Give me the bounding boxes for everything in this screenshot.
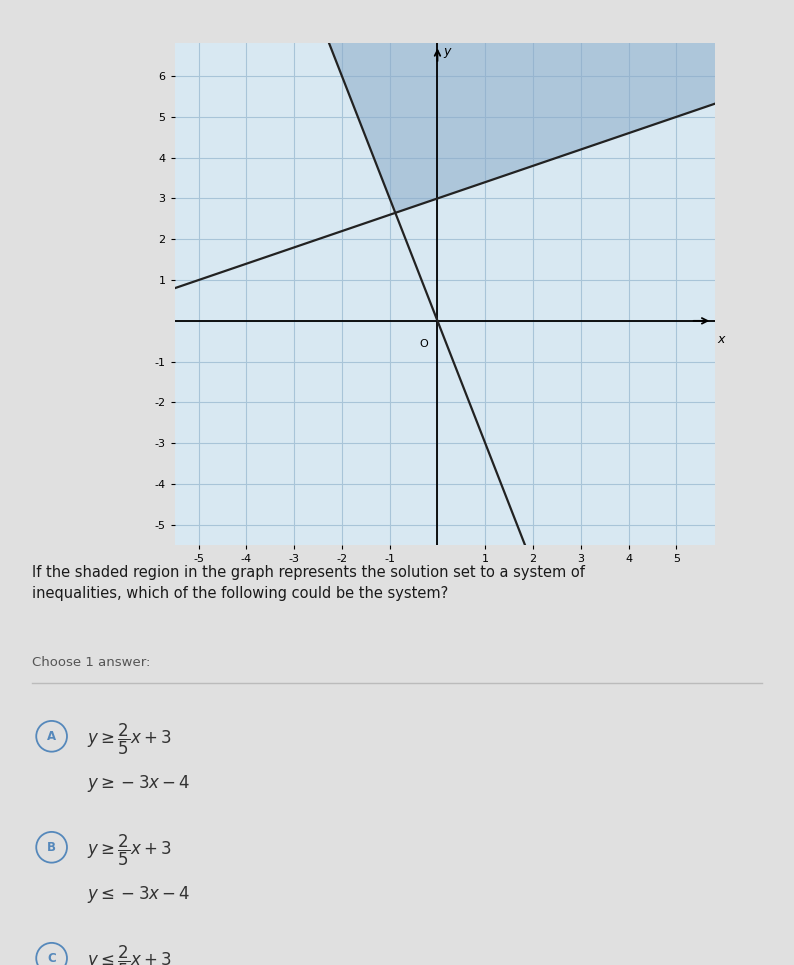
Text: $y \leq -3x - 4$: $y \leq -3x - 4$ xyxy=(87,884,191,905)
Text: $y \geq \dfrac{2}{5}x + 3$: $y \geq \dfrac{2}{5}x + 3$ xyxy=(87,833,172,868)
Text: A: A xyxy=(47,730,56,743)
Text: If the shaded region in the graph represents the solution set to a system of
ine: If the shaded region in the graph repres… xyxy=(32,565,584,600)
Text: B: B xyxy=(47,841,56,854)
Text: x: x xyxy=(717,333,724,345)
Text: Choose 1 answer:: Choose 1 answer: xyxy=(32,656,150,669)
Text: $y \geq \dfrac{2}{5}x + 3$: $y \geq \dfrac{2}{5}x + 3$ xyxy=(87,722,172,757)
Text: y: y xyxy=(443,45,450,59)
Text: O: O xyxy=(419,340,428,349)
Text: $y \geq -3x - 4$: $y \geq -3x - 4$ xyxy=(87,773,191,794)
Text: $y \leq \dfrac{2}{5}x + 3$: $y \leq \dfrac{2}{5}x + 3$ xyxy=(87,944,172,965)
Text: C: C xyxy=(47,951,56,965)
